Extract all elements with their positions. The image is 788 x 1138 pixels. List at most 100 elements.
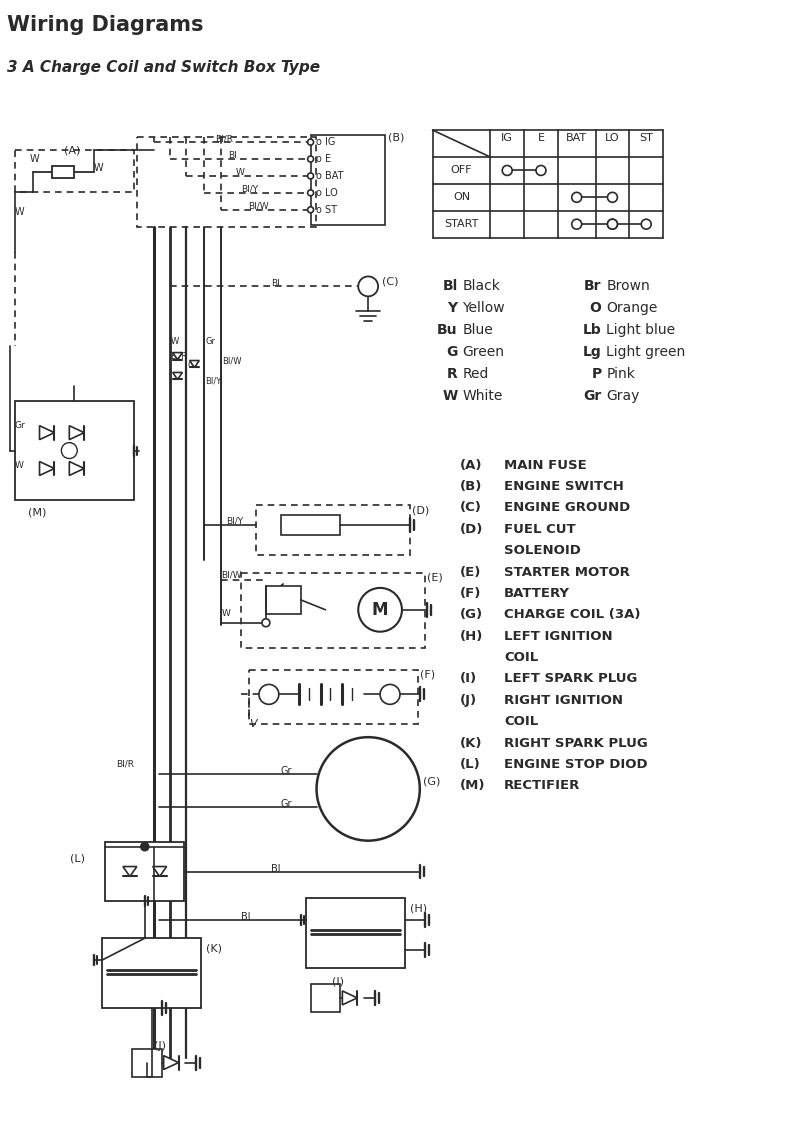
Text: Black: Black — [463, 280, 500, 294]
Circle shape — [572, 220, 582, 229]
Text: BI/R: BI/R — [215, 134, 233, 143]
Text: (C): (C) — [459, 502, 481, 514]
Text: Gr: Gr — [188, 362, 198, 371]
Text: Lg: Lg — [583, 345, 601, 360]
Text: M: M — [372, 601, 388, 619]
Circle shape — [641, 220, 651, 229]
Text: (C): (C) — [382, 277, 399, 287]
Text: W: W — [221, 609, 230, 618]
Text: Orange: Orange — [607, 302, 658, 315]
Text: Blue: Blue — [463, 323, 493, 337]
Circle shape — [307, 173, 314, 179]
Text: CHARGE COIL (3A): CHARGE COIL (3A) — [504, 609, 641, 621]
Text: (I): (I) — [333, 976, 344, 986]
Text: Y: Y — [448, 302, 458, 315]
Text: Brown: Brown — [607, 280, 650, 294]
Text: MAIN FUSE: MAIN FUSE — [504, 459, 587, 471]
Circle shape — [608, 220, 618, 229]
Bar — [241, 572, 425, 648]
Text: Gr: Gr — [15, 421, 25, 430]
Polygon shape — [69, 426, 84, 439]
Text: BATTERY: BATTERY — [504, 587, 571, 600]
Text: BAT: BAT — [566, 133, 587, 143]
Text: START: START — [444, 220, 478, 229]
Text: Gr: Gr — [281, 766, 292, 776]
Bar — [15, 150, 134, 192]
Circle shape — [359, 588, 402, 632]
Bar — [53, 166, 74, 178]
Bar — [310, 984, 340, 1012]
Text: Light green: Light green — [607, 345, 686, 360]
Circle shape — [502, 165, 512, 175]
Text: BI/W: BI/W — [247, 201, 268, 211]
Text: (G): (G) — [459, 609, 483, 621]
Text: OFF: OFF — [451, 165, 472, 175]
Text: Gr: Gr — [281, 799, 292, 809]
Text: BI: BI — [228, 151, 236, 160]
Text: o E: o E — [315, 154, 331, 164]
Text: O: O — [589, 302, 601, 315]
Text: STARTER MOTOR: STARTER MOTOR — [504, 566, 630, 578]
Text: BI: BI — [271, 280, 280, 288]
Text: Yellow: Yellow — [463, 302, 505, 315]
Text: Bl: Bl — [271, 864, 281, 874]
Bar — [137, 137, 315, 226]
Text: (I): (I) — [459, 673, 477, 685]
Text: ENGINE GROUND: ENGINE GROUND — [504, 502, 630, 514]
Text: Light blue: Light blue — [607, 323, 675, 337]
Text: (D): (D) — [459, 522, 483, 536]
Text: o BAT: o BAT — [315, 171, 343, 181]
Text: ENGINE STOP DIOD: ENGINE STOP DIOD — [504, 758, 648, 772]
Text: LEFT SPARK PLUG: LEFT SPARK PLUG — [504, 673, 637, 685]
Circle shape — [317, 737, 420, 841]
Text: IG: IG — [501, 133, 513, 143]
Text: BI/R: BI/R — [116, 759, 134, 768]
Text: Bl: Bl — [442, 280, 458, 294]
Bar — [132, 1048, 162, 1077]
Text: W: W — [170, 337, 179, 346]
Text: (H): (H) — [459, 629, 483, 643]
Polygon shape — [153, 866, 166, 876]
Text: BI/R: BI/R — [170, 352, 188, 361]
Bar — [249, 669, 418, 724]
Circle shape — [307, 139, 314, 145]
Circle shape — [307, 190, 314, 196]
Text: W: W — [15, 461, 24, 470]
Text: (B): (B) — [388, 132, 404, 142]
Circle shape — [608, 220, 618, 229]
Text: (E): (E) — [459, 566, 481, 578]
Text: Pink: Pink — [607, 366, 635, 381]
Bar — [256, 505, 410, 555]
Circle shape — [141, 842, 149, 850]
Circle shape — [307, 207, 314, 213]
Text: (F): (F) — [420, 669, 435, 679]
Polygon shape — [173, 372, 182, 379]
Text: RECTIFIER: RECTIFIER — [504, 780, 581, 792]
Text: (A): (A) — [65, 145, 80, 155]
Text: Bl: Bl — [241, 913, 251, 922]
Text: ST: ST — [639, 133, 653, 143]
Circle shape — [380, 684, 400, 704]
Text: Wiring Diagrams: Wiring Diagrams — [7, 15, 203, 35]
Text: (L): (L) — [459, 758, 480, 772]
Bar — [15, 401, 134, 501]
Text: Red: Red — [463, 366, 489, 381]
Text: o LO: o LO — [315, 188, 337, 198]
Text: (F): (F) — [459, 587, 481, 600]
Circle shape — [359, 277, 378, 296]
Text: FUEL CUT: FUEL CUT — [504, 522, 576, 536]
Text: BI/Y: BI/Y — [206, 377, 221, 386]
Text: Gr: Gr — [206, 337, 215, 346]
Text: SOLENOID: SOLENOID — [504, 544, 581, 558]
Polygon shape — [173, 353, 182, 360]
Text: W: W — [15, 207, 24, 216]
Circle shape — [608, 192, 618, 203]
Polygon shape — [342, 991, 357, 1005]
Text: Bu: Bu — [437, 323, 458, 337]
Text: (K): (K) — [459, 736, 482, 750]
Text: E: E — [537, 133, 545, 143]
Text: R: R — [447, 366, 458, 381]
Text: COIL: COIL — [504, 716, 538, 728]
Polygon shape — [69, 462, 84, 476]
Text: (H): (H) — [410, 904, 427, 914]
